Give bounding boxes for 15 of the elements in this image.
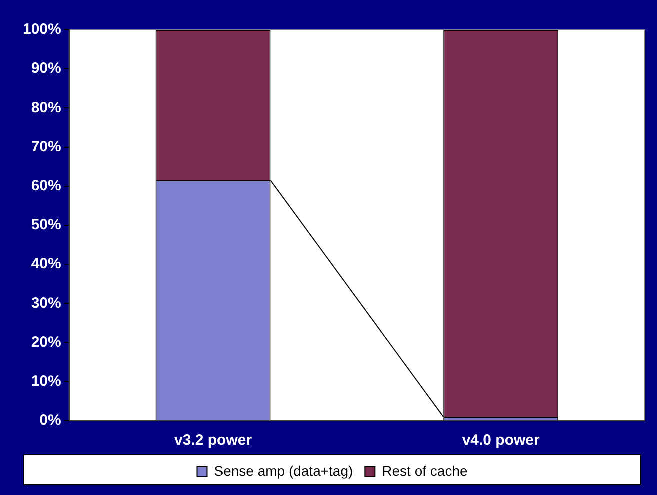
y-tick-label: 80% (31, 99, 62, 116)
y-tick-label: 40% (31, 256, 62, 273)
y-tick-label: 90% (31, 60, 62, 78)
y-tick-label: 100% (22, 21, 62, 38)
legend-label: Sense amp (data+tag) (214, 462, 354, 479)
y-tick-label: 50% (31, 216, 62, 234)
y-tick-label: 0% (40, 412, 62, 430)
y-tick-label: 70% (31, 138, 62, 156)
x-tick-label: v4.0 power (462, 432, 540, 450)
y-tick-label: 60% (31, 178, 62, 195)
y-tick-label: 30% (31, 294, 62, 312)
y-tick-label: 10% (31, 373, 62, 390)
x-tick-label: v3.2 power (174, 432, 252, 450)
legend-label: Rest of cache (382, 462, 468, 479)
y-tick-label: 20% (31, 334, 62, 351)
